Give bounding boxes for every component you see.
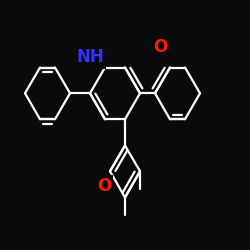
Text: O: O [153,38,167,56]
Text: NH: NH [76,48,104,66]
Text: O: O [96,177,111,195]
